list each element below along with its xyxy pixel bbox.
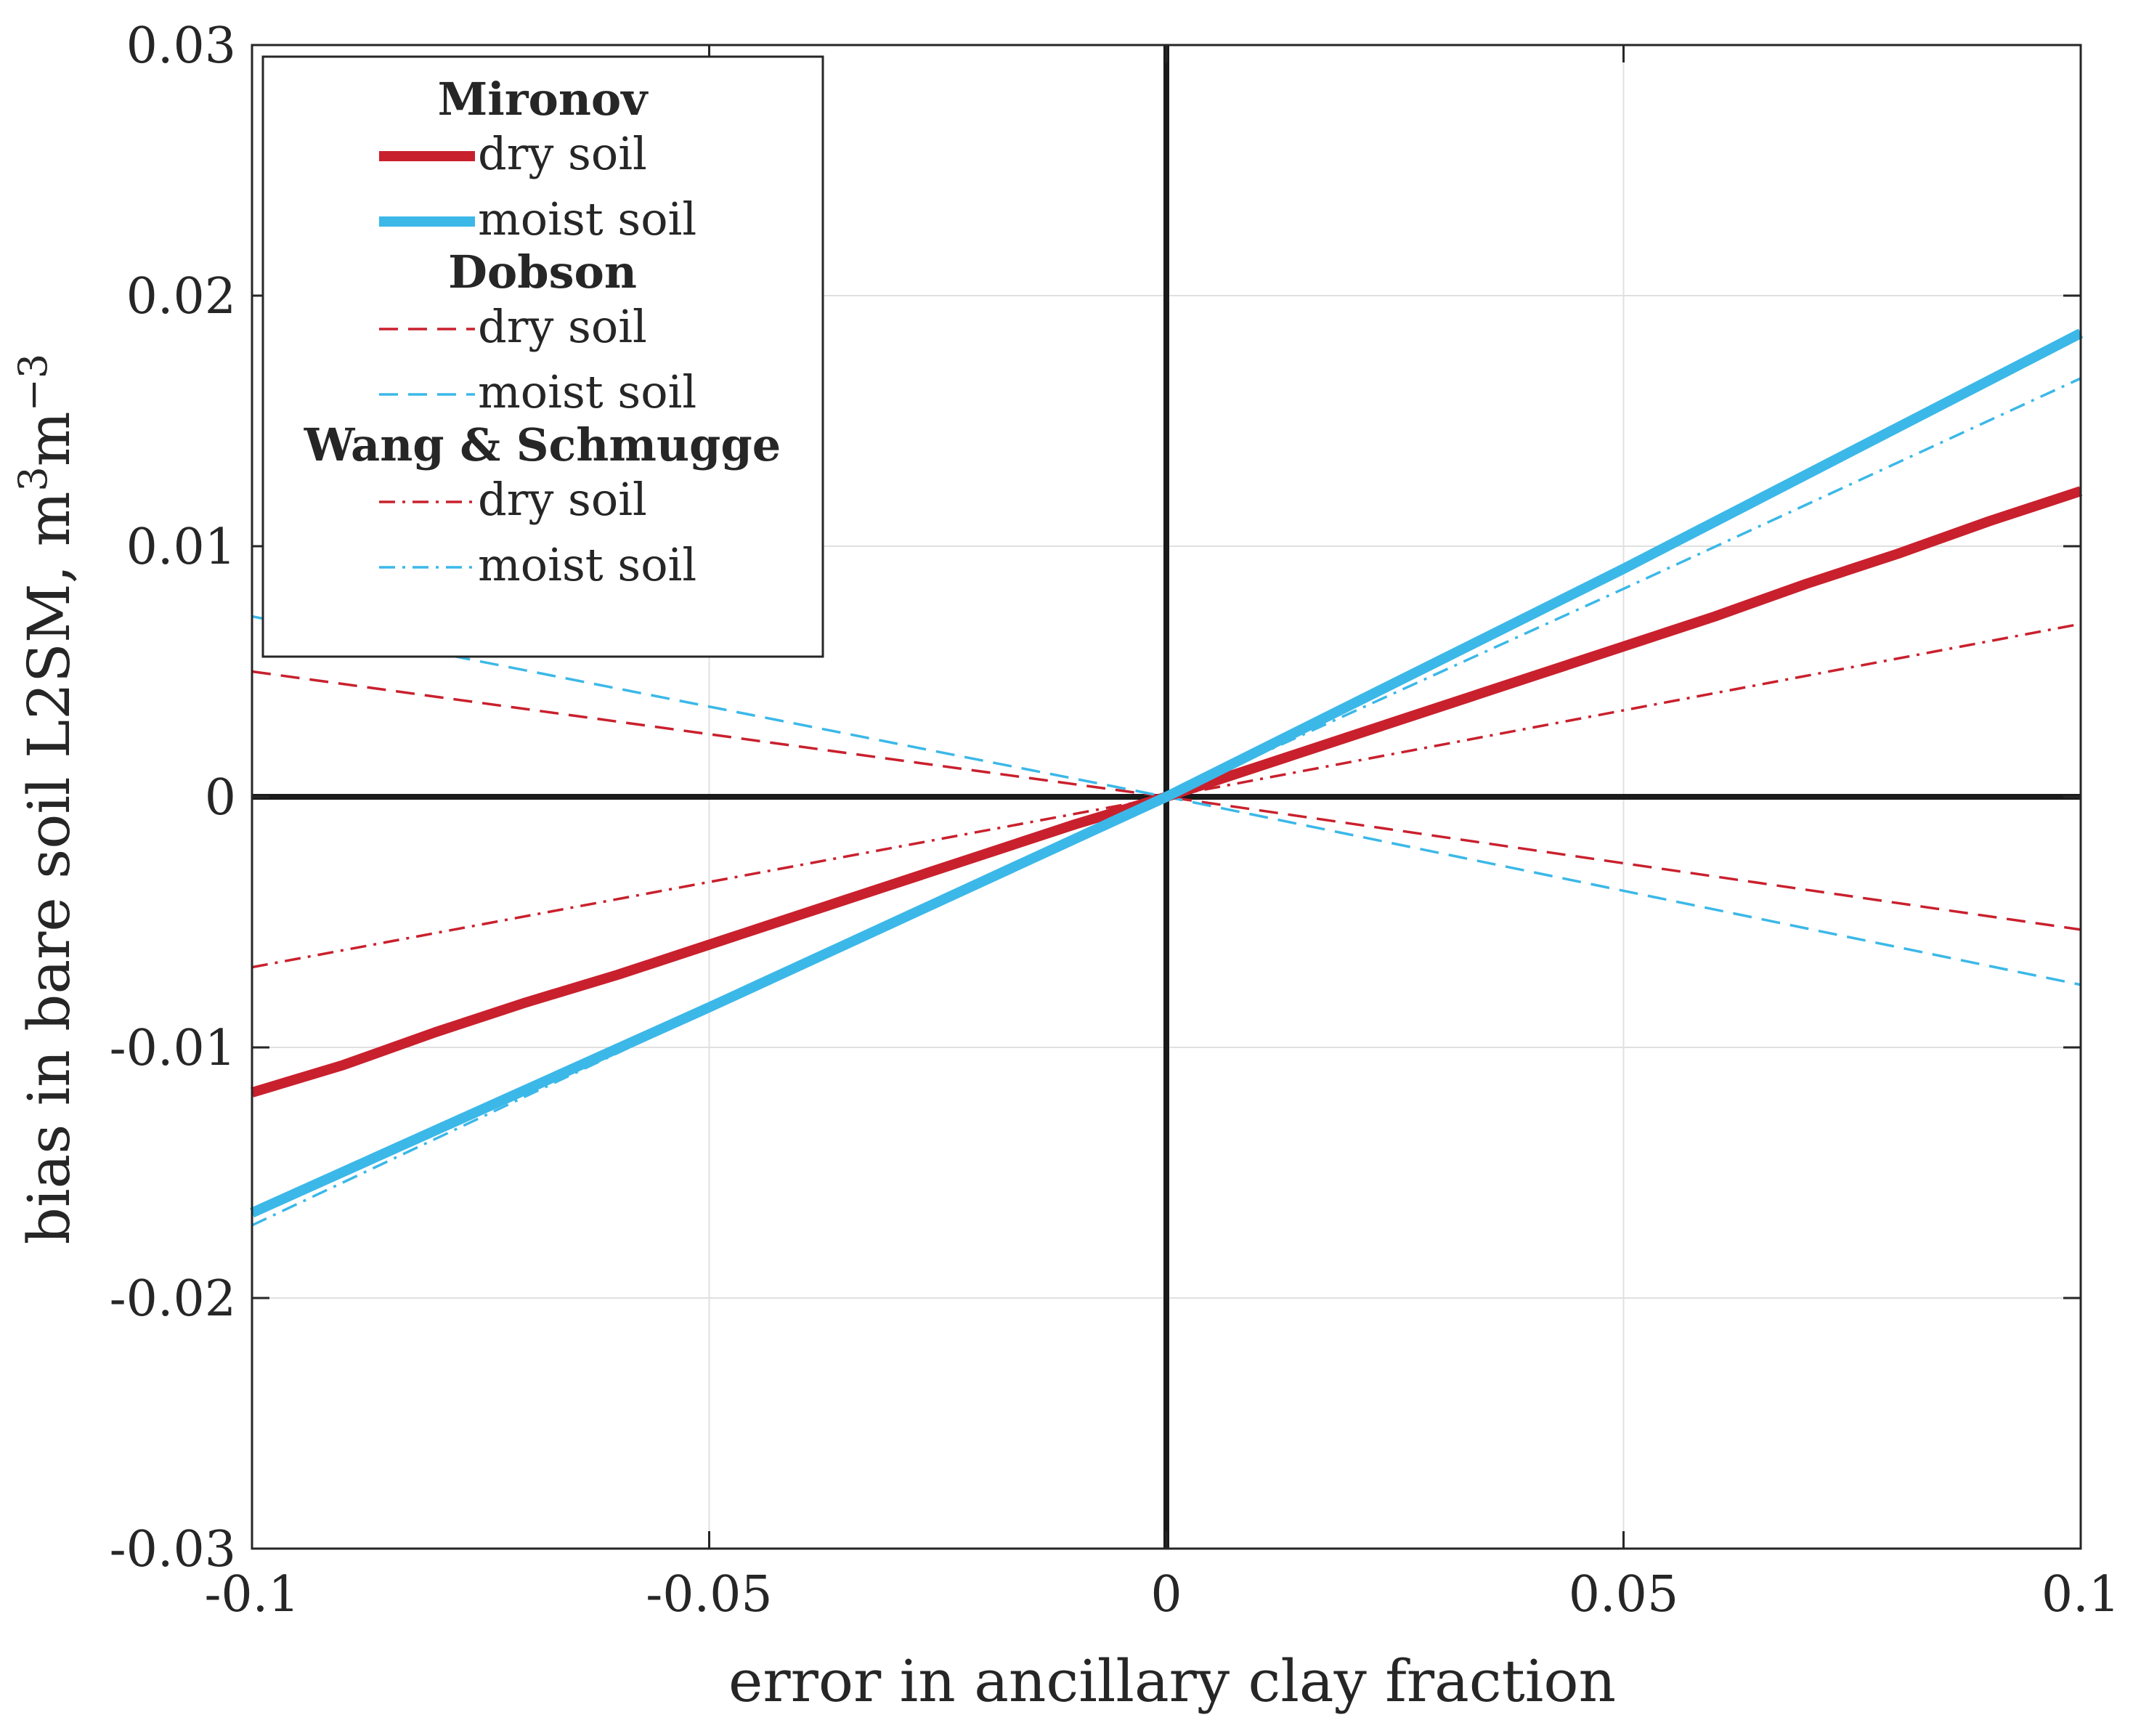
x-tick-label: 0.1 xyxy=(2041,1566,2120,1623)
legend-entry-label: moist soil xyxy=(478,365,696,418)
series-lines xyxy=(250,328,2084,1227)
y-tick-label: -0.02 xyxy=(110,1270,236,1328)
legend-group-title: Mironov xyxy=(438,73,649,126)
y-tick-labels: -0.03 -0.02 -0.01 0 0.01 0.02 0.03 xyxy=(110,17,236,1578)
legend-entry-label: moist soil xyxy=(478,538,696,591)
series-line-wang-and-schmugge-dry-soil xyxy=(251,622,2081,969)
y-tick-label: 0.03 xyxy=(126,17,236,75)
y-tick-label: -0.01 xyxy=(110,1020,236,1077)
legend-entry-label: dry soil xyxy=(478,300,647,353)
y-axis-label-sup2: −3 xyxy=(10,354,56,412)
legend-entry-label: dry soil xyxy=(478,127,647,180)
x-tick-label: 0.05 xyxy=(1569,1566,1678,1623)
x-tick-label: -0.1 xyxy=(204,1566,299,1623)
ticks xyxy=(251,44,2082,1550)
x-tick-label: -0.05 xyxy=(646,1566,772,1623)
y-tick-label: 0.01 xyxy=(126,519,236,576)
x-tick-labels: -0.1 -0.05 0 0.05 0.1 xyxy=(204,1566,2120,1623)
y-axis-label-main: bias in bare soil L2SM, m xyxy=(15,492,83,1245)
legend-box xyxy=(261,55,824,658)
y-tick-label: 0.02 xyxy=(126,268,236,325)
legend-entry-label: moist soil xyxy=(478,192,696,246)
y-tick-label: -0.03 xyxy=(110,1521,236,1578)
series-line-dobson-dry-soil xyxy=(251,670,2081,931)
y-axis-label: bias in bare soil L2SM, m3m−3 xyxy=(10,354,84,1245)
y-axis-label-sup1: 3 xyxy=(10,466,56,491)
y-tick-label: 0 xyxy=(205,769,236,827)
legend-group-title: Dobson xyxy=(448,246,637,299)
series-line-mironov-moist-soil xyxy=(250,328,2084,1218)
legend-entry-label: dry soil xyxy=(478,473,647,526)
x-tick-label: 0 xyxy=(1150,1566,1182,1623)
legend-group-title: Wang & Schmugge xyxy=(304,418,781,471)
x-axis-label: error in ancillary clay fraction xyxy=(728,1647,1616,1715)
y-axis-label-mid: m xyxy=(15,411,83,466)
